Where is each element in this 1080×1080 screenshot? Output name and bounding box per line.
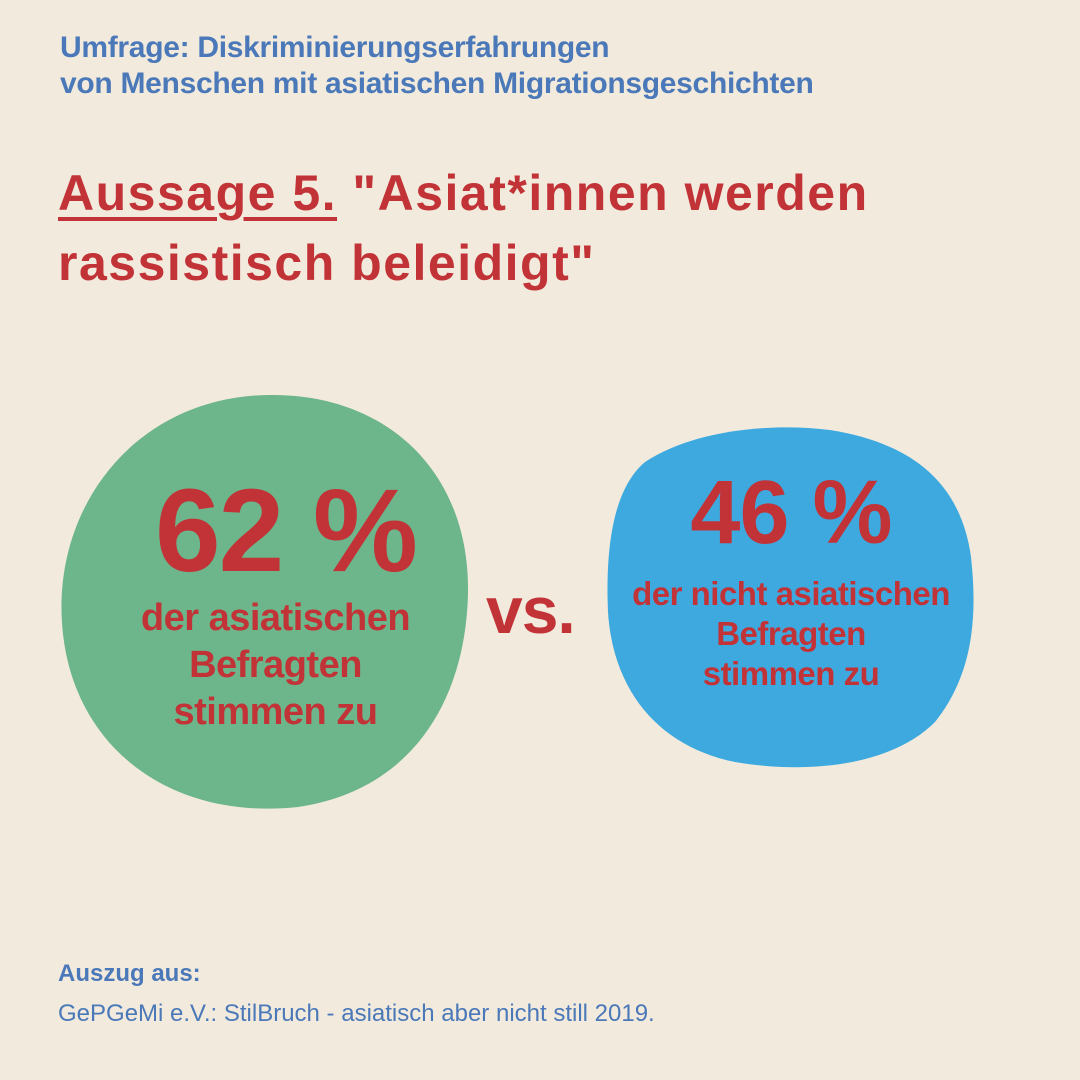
statement-headline: Aussage 5. "Asiat*innen werden rassistis…: [58, 158, 1018, 298]
versus-label: vs.: [486, 573, 576, 647]
asian-respondents-blob: 62 % der asiatischen Befragten stimmen z…: [58, 393, 478, 813]
non-asian-caption: der nicht asiatischen Befragten stimmen …: [605, 574, 977, 694]
statement-number: Aussage 5.: [58, 165, 338, 221]
statement-text-line-2: rassistisch beleidigt": [58, 235, 596, 291]
asian-percentage: 62 %: [155, 465, 418, 597]
header-line-1: Umfrage: Diskriminierungserfahrungen: [60, 31, 610, 64]
green-blob-shape: [61, 394, 469, 809]
blue-blob-shape: [607, 427, 974, 768]
survey-header: Umfrage: Diskriminierungserfahrungen von…: [60, 30, 814, 102]
asian-caption-line-1: der asiatischen: [140, 597, 411, 639]
statement-text-line-1: "Asiat*innen werden: [352, 165, 869, 221]
non-asian-caption-line-3: stimmen zu: [702, 655, 880, 692]
non-asian-respondents-blob: 46 % der nicht asiatischen Befragten sti…: [605, 422, 977, 772]
header-line-2: von Menschen mit asiatischen Migrationsg…: [60, 67, 814, 100]
non-asian-caption-line-1: der nicht asiatischen: [632, 575, 950, 612]
source-citation: Auszug aus: GePGeMi e.V.: StilBruch - as…: [58, 960, 655, 1028]
non-asian-caption-line-2: Befragten: [716, 615, 866, 652]
asian-caption-line-3: stimmen zu: [173, 691, 378, 733]
headline-line-1: Aussage 5. "Asiat*innen werden: [58, 158, 1018, 228]
non-asian-percentage: 46 %: [690, 463, 892, 563]
asian-caption-line-2: Befragten: [189, 644, 362, 686]
source-text: GePGeMi e.V.: StilBruch - asiatisch aber…: [58, 1000, 655, 1027]
source-label: Auszug aus:: [58, 960, 201, 987]
asian-caption: der asiatischen Befragten stimmen zu: [58, 595, 478, 736]
